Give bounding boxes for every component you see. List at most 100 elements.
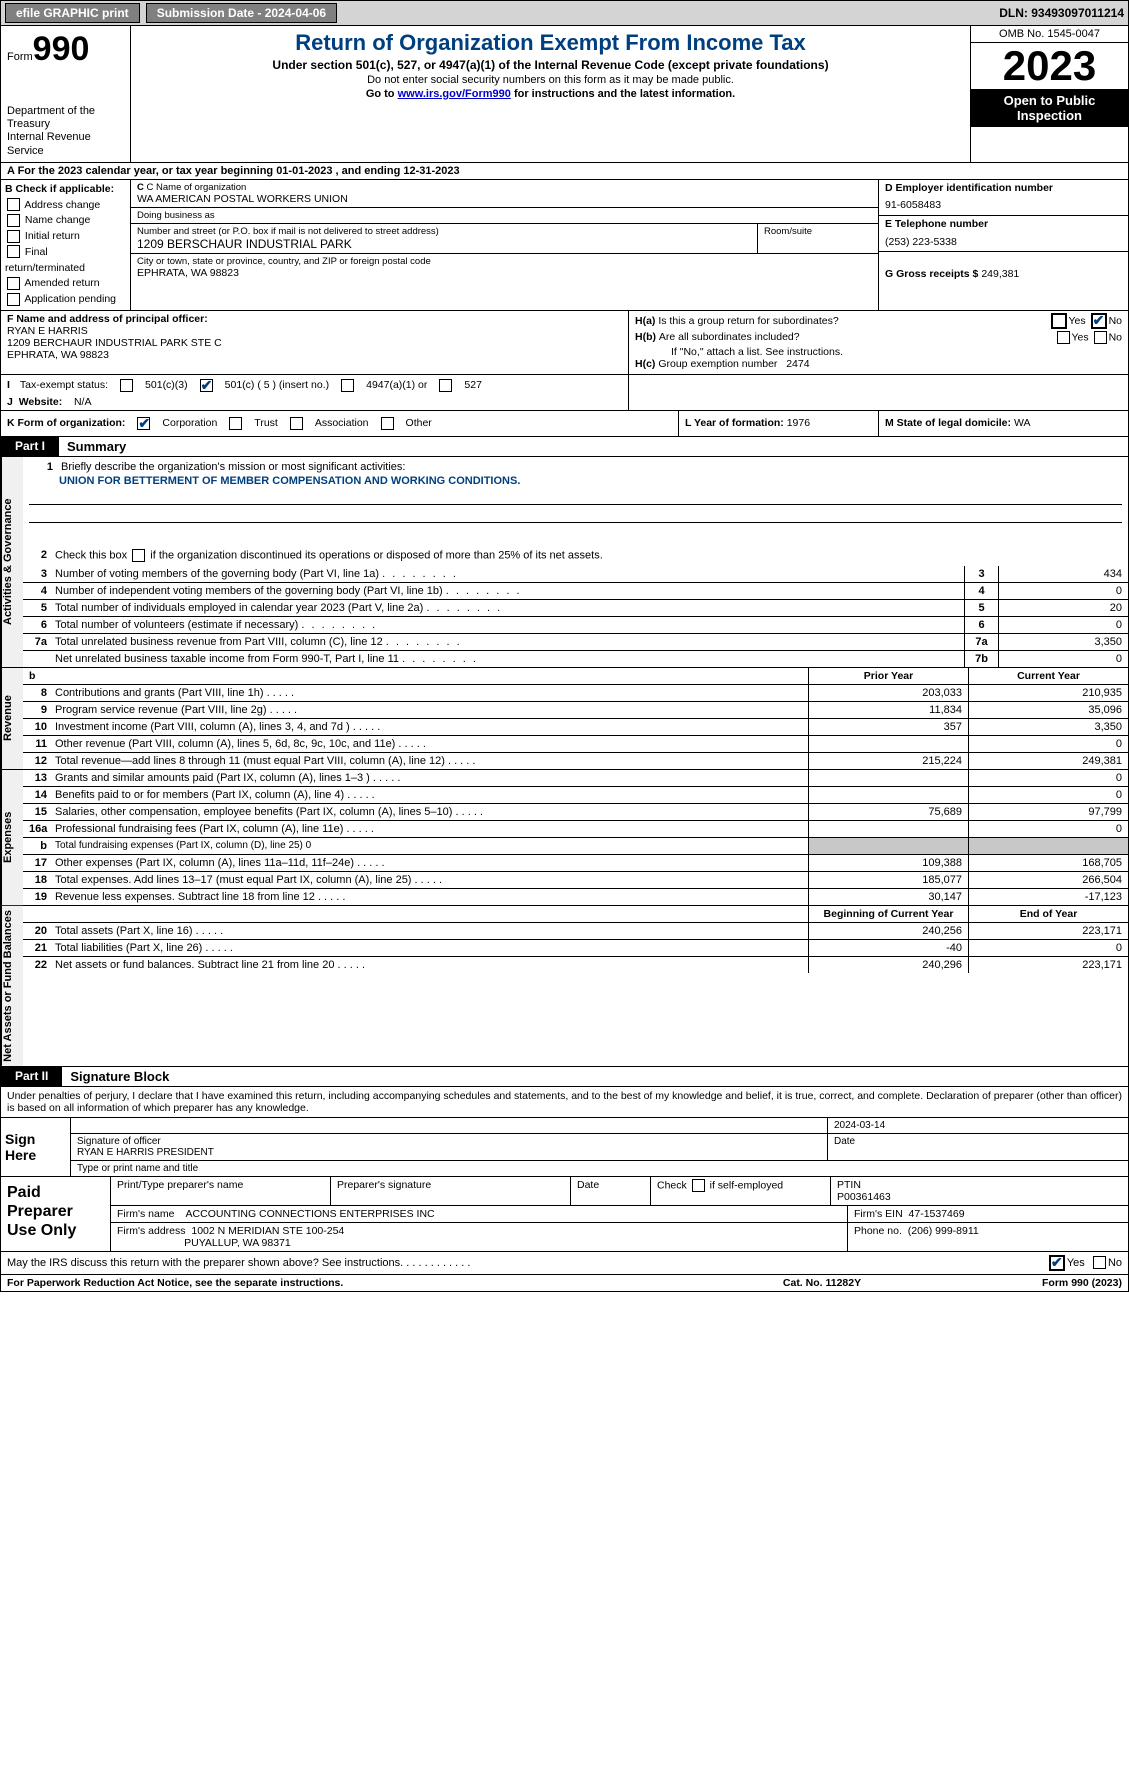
- line-num: 9: [23, 702, 53, 718]
- form-header: Form990 Department of the Treasury Inter…: [0, 26, 1129, 163]
- hc-text: Group exemption number: [658, 358, 777, 370]
- sub3-post: for instructions and the latest informat…: [511, 88, 735, 100]
- hb-no-cb[interactable]: [1094, 331, 1107, 344]
- cb-name-change[interactable]: [7, 214, 20, 227]
- discuss-dots: . . . . . . . . . . .: [406, 1257, 470, 1269]
- c-city: EPHRATA, WA 98823: [137, 267, 872, 279]
- cb-discontinued[interactable]: [132, 549, 145, 562]
- sect-ag: Activities & Governance 1Briefly describ…: [0, 457, 1129, 668]
- l-value: 1976: [787, 417, 810, 429]
- ha-no-cb[interactable]: [1091, 313, 1107, 329]
- g-cell: G Gross receipts $ 249,381: [879, 252, 1128, 309]
- line-text: Net assets or fund balances. Subtract li…: [53, 957, 808, 973]
- vtab-exp: Expenses: [1, 770, 23, 905]
- cb-501c3[interactable]: [120, 379, 133, 392]
- discuss-no-cb[interactable]: [1093, 1256, 1106, 1269]
- prior-value: 11,834: [808, 702, 968, 718]
- prior-value: 203,033: [808, 685, 968, 701]
- firm-addr2: PUYALLUP, WA 98371: [184, 1237, 291, 1249]
- cb-4947[interactable]: [341, 379, 354, 392]
- firm-ein-cell: Firm's EIN 47-1537469: [848, 1206, 1128, 1222]
- cb-527[interactable]: [439, 379, 452, 392]
- line-value: 3,350: [998, 634, 1128, 650]
- line-text: Total liabilities (Part X, line 26) . . …: [53, 940, 808, 956]
- form-sub2: Do not enter social security numbers on …: [137, 74, 964, 86]
- prior-value: [808, 770, 968, 786]
- l2-post: if the organization discontinued its ope…: [150, 549, 603, 561]
- sign-here-label: Sign Here: [1, 1118, 71, 1176]
- data-row: 14 Benefits paid to or for members (Part…: [23, 787, 1128, 804]
- b-opt4: Amended return: [24, 277, 99, 289]
- hb-yes-cb[interactable]: [1057, 331, 1070, 344]
- line-num: 11: [23, 736, 53, 752]
- c-dba-cell: Doing business as: [131, 208, 878, 224]
- cb-501c[interactable]: [200, 379, 213, 392]
- cb-corp[interactable]: [137, 417, 150, 430]
- vtab-rev: Revenue: [1, 668, 23, 769]
- vtab-net: Net Assets or Fund Balances: [1, 906, 23, 1066]
- ptin-cell: PTIN P00361463: [831, 1177, 1128, 1205]
- f-addr2: EPHRATA, WA 98823: [7, 349, 622, 361]
- f-col: F Name and address of principal officer:…: [1, 311, 628, 374]
- line-num: b: [23, 838, 53, 854]
- part2-title: Signature Block: [62, 1067, 177, 1086]
- cb-self-emp[interactable]: [692, 1179, 705, 1192]
- discuss-t: May the IRS discuss this return with the…: [7, 1257, 403, 1269]
- discuss-yes-cb[interactable]: [1049, 1255, 1065, 1271]
- cb-assoc[interactable]: [290, 417, 303, 430]
- i-o4: 527: [464, 379, 482, 391]
- firm-phone-label: Phone no.: [854, 1225, 902, 1237]
- form990-link[interactable]: www.irs.gov/Form990: [398, 88, 511, 100]
- mission-text: UNION FOR BETTERMENT OF MEMBER COMPENSAT…: [29, 475, 1122, 487]
- line-a: A For the 2023 calendar year, or tax yea…: [0, 163, 1129, 180]
- prior-value: 240,256: [808, 923, 968, 939]
- cb-address-change[interactable]: [7, 198, 20, 211]
- c-city-cell: City or town, state or province, country…: [131, 254, 878, 281]
- f-label: F Name and address of principal officer:: [7, 313, 208, 325]
- current-value: 0: [968, 736, 1128, 752]
- efile-btn[interactable]: efile GRAPHIC print: [5, 3, 140, 23]
- rev-hdr: b Prior Year Current Year: [23, 668, 1128, 685]
- d-cell: D Employer identification number 91-6058…: [879, 180, 1128, 216]
- ha-text: Is this a group return for subordinates?: [658, 315, 1048, 327]
- data-row: 10 Investment income (Part VIII, column …: [23, 719, 1128, 736]
- yes-1: Yes: [1069, 315, 1086, 327]
- net-hdr: Beginning of Current Year End of Year: [23, 906, 1128, 923]
- sig-officer: RYAN E HARRIS PRESIDENT: [77, 1147, 821, 1158]
- firm-ein-label: Firm's EIN: [854, 1208, 903, 1220]
- sect-exp: Expenses 13 Grants and similar amounts p…: [0, 770, 1129, 906]
- data-row: 21 Total liabilities (Part X, line 26) .…: [23, 940, 1128, 957]
- line-text: Total number of volunteers (estimate if …: [53, 617, 964, 633]
- cb-final-return[interactable]: [7, 245, 20, 258]
- ij-left: I Tax-exempt status: 501(c)(3) 501(c) ( …: [1, 375, 628, 410]
- j-label: J: [7, 396, 13, 408]
- part1-title: Summary: [59, 437, 134, 456]
- cb-other[interactable]: [381, 417, 394, 430]
- ag-row: 3 Number of voting members of the govern…: [23, 566, 1128, 583]
- data-row: b Total fundraising expenses (Part IX, c…: [23, 838, 1128, 855]
- line-num: 16a: [23, 821, 53, 837]
- prior-label: Prior Year: [808, 668, 968, 684]
- submission-btn[interactable]: Submission Date - 2024-04-06: [146, 3, 337, 23]
- data-row: 20 Total assets (Part X, line 16) . . . …: [23, 923, 1128, 940]
- form-number: 990: [33, 30, 90, 68]
- row-ij: I Tax-exempt status: 501(c)(3) 501(c) ( …: [0, 375, 1129, 411]
- form-sub1: Under section 501(c), 527, or 4947(a)(1)…: [137, 58, 964, 72]
- current-value: 168,705: [968, 855, 1128, 871]
- l-cell: L Year of formation: 1976: [678, 411, 878, 436]
- data-row: 8 Contributions and grants (Part VIII, l…: [23, 685, 1128, 702]
- line-num: 10: [23, 719, 53, 735]
- i-label: I: [7, 379, 10, 391]
- cb-amended[interactable]: [7, 277, 20, 290]
- current-value: 97,799: [968, 804, 1128, 820]
- omb-number: OMB No. 1545-0047: [971, 26, 1128, 43]
- c-name-lbltxt: C Name of organization: [147, 182, 247, 193]
- cb-initial-return[interactable]: [7, 230, 20, 243]
- ha-yes-cb[interactable]: [1051, 313, 1067, 329]
- cb-trust[interactable]: [229, 417, 242, 430]
- current-value: 0: [968, 787, 1128, 803]
- data-row: 17 Other expenses (Part IX, column (A), …: [23, 855, 1128, 872]
- k-left: K Form of organization: Corporation Trus…: [1, 411, 678, 436]
- cb-app-pending[interactable]: [7, 293, 20, 306]
- m-cell: M State of legal domicile: WA: [878, 411, 1128, 436]
